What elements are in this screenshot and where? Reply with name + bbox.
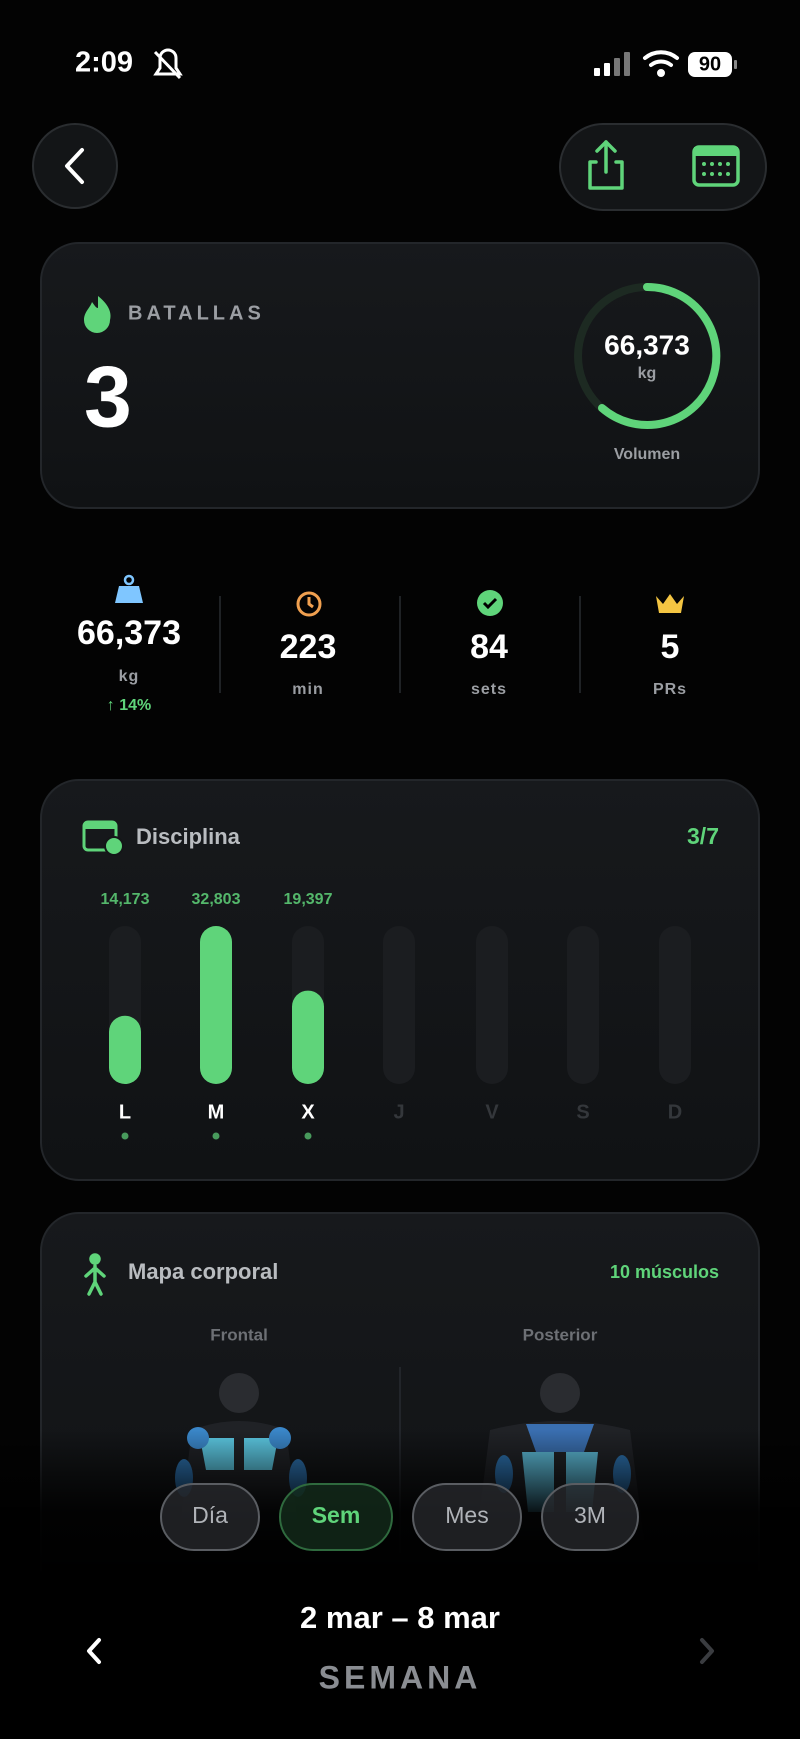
bar-track [383, 926, 415, 1084]
active-dot [212, 1132, 220, 1140]
bar [292, 990, 324, 1084]
stat-value: 223 [280, 628, 337, 666]
weight-icon [115, 574, 143, 603]
summary-card [40, 242, 760, 509]
battery-icon [688, 52, 732, 77]
bar-chart: 14,173 L 32,803 M 19,397 X J V S D [101, 891, 691, 1140]
muscle-count: 10 músculos [610, 1262, 719, 1282]
period-label: SEMANA [319, 1659, 482, 1695]
day-label: J [393, 1101, 404, 1123]
value-label: 19,397 [284, 891, 333, 908]
stat-value: 84 [470, 628, 508, 666]
timer-icon [296, 591, 322, 617]
next-button[interactable] [700, 1638, 714, 1664]
day-label: M [208, 1101, 225, 1123]
period-button[interactable] [160, 1483, 260, 1551]
value-label: 14,173 [101, 891, 150, 908]
discipline-icon [82, 820, 124, 856]
period-option[interactable]: 3M [574, 1502, 606, 1528]
period-button[interactable] [412, 1483, 522, 1551]
view-label: Frontal [210, 1325, 268, 1344]
footer-bg [0, 1580, 800, 1739]
active-dot [121, 1132, 129, 1140]
calendar-button[interactable] [692, 145, 740, 187]
period-button[interactable] [279, 1483, 393, 1551]
day-label: V [485, 1101, 499, 1123]
chart-summary: 3/7 [687, 823, 719, 849]
battery-level: 90 [699, 53, 721, 75]
stats-row: 66,373 kg ↑ 14% 223 min 84 sets 5 PRs [77, 614, 687, 714]
bar-track [659, 926, 691, 1084]
volume-label: Volumen [614, 446, 680, 463]
volume-value: 66,373 [604, 329, 690, 360]
prev-button[interactable] [87, 1638, 101, 1664]
bar-track [476, 926, 508, 1084]
person-icon [84, 1253, 106, 1296]
day-label: L [119, 1101, 131, 1123]
period-button[interactable] [541, 1483, 639, 1551]
value-label: 32,803 [192, 891, 241, 908]
stat-unit: sets [471, 681, 507, 698]
day-label: D [668, 1101, 682, 1123]
active-dot [304, 1132, 312, 1140]
bar [200, 926, 232, 1084]
stat-dividers [219, 596, 581, 693]
volume-unit: kg [638, 365, 657, 382]
status-time: 2:09 [75, 47, 133, 79]
summary-label: BATALLAS [128, 302, 265, 324]
day-label: S [576, 1101, 589, 1123]
period-option[interactable]: Mes [445, 1502, 488, 1528]
bar [109, 1015, 141, 1084]
flame-icon [84, 296, 111, 333]
chart-title: Disciplina [136, 824, 241, 849]
period-option[interactable]: Día [192, 1502, 228, 1528]
stat-unit: kg [119, 668, 140, 685]
crown-icon [656, 594, 684, 613]
view-label: Posterior [523, 1325, 598, 1344]
bar-track [567, 926, 599, 1084]
stat-unit: PRs [653, 681, 687, 698]
period-selector: Día Sem Mes 3M [160, 1483, 639, 1551]
period-option[interactable]: Sem [312, 1502, 361, 1528]
share-button[interactable] [588, 140, 624, 190]
signal-icon [594, 52, 630, 76]
day-label: X [301, 1101, 315, 1123]
battle-count: 3 [84, 350, 132, 446]
wifi-icon [643, 50, 679, 77]
stat-change: ↑ 14% [107, 697, 151, 714]
back-button[interactable] [32, 123, 118, 209]
check-icon [477, 590, 503, 616]
mute-icon [153, 48, 183, 80]
body-map-title: Mapa corporal [128, 1259, 278, 1284]
stat-unit: min [292, 681, 323, 698]
volume-ring [598, 282, 721, 429]
stat-value: 66,373 [77, 614, 181, 652]
date-range: 2 mar – 8 mar [300, 1600, 500, 1635]
stat-value: 5 [661, 628, 680, 666]
battery-tip [734, 60, 737, 69]
fade-overlay [0, 1430, 800, 1580]
